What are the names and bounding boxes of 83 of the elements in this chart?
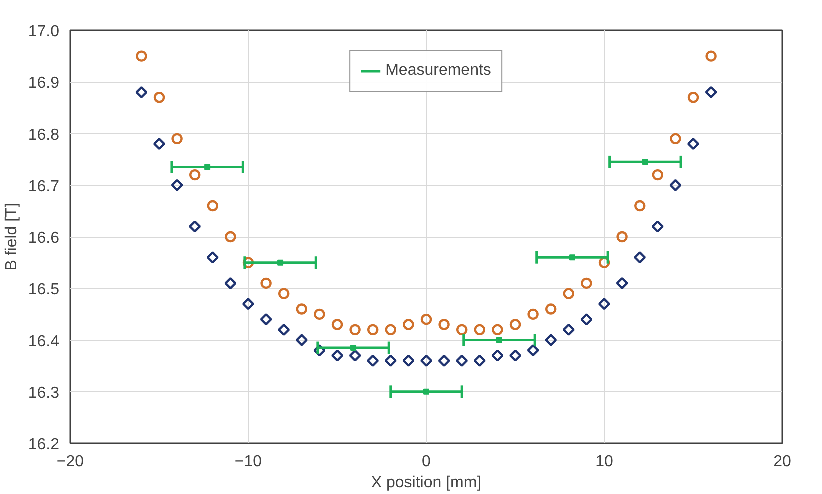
point (598, 298, 611, 310)
point (314, 344, 326, 357)
point (546, 304, 557, 315)
x-axis-title: X position [mm] (371, 474, 482, 492)
point (207, 200, 218, 212)
point (224, 277, 237, 290)
point (153, 138, 166, 150)
point (510, 319, 522, 330)
point (278, 288, 290, 300)
point (474, 354, 486, 367)
point (136, 86, 148, 98)
legend-label: Measurements (386, 62, 492, 80)
point (492, 324, 504, 336)
x-tick-label: 0 (422, 454, 432, 470)
point (278, 324, 290, 336)
point (420, 314, 432, 326)
point (171, 179, 184, 192)
point (296, 304, 308, 315)
point (456, 354, 468, 367)
point (367, 354, 380, 367)
x-tick-label: −10 (234, 454, 262, 470)
point (438, 354, 450, 367)
point (331, 350, 344, 362)
point (350, 324, 361, 336)
point (190, 169, 201, 181)
point (456, 324, 468, 336)
point (368, 324, 379, 336)
y-tick-label: 17.0 (28, 24, 60, 40)
point (402, 354, 415, 367)
point (242, 298, 255, 310)
point (634, 252, 646, 264)
point (349, 350, 362, 362)
y-tick-label: 16.7 (28, 178, 60, 196)
point (598, 257, 610, 268)
point (670, 133, 682, 145)
point (563, 288, 574, 300)
point (492, 350, 504, 362)
point (509, 350, 522, 362)
point (652, 220, 664, 233)
point (687, 138, 700, 150)
point (172, 133, 183, 145)
y-tick-label: 16.5 (28, 282, 60, 299)
point (580, 314, 593, 326)
y-tick-label: 16.2 (28, 436, 60, 454)
point (296, 334, 308, 346)
y-tick-label: 16.4 (28, 333, 60, 350)
point (260, 278, 272, 290)
y-axis-title: B field [T] (3, 203, 20, 271)
y-tick-label: 16.9 (28, 75, 60, 92)
point (260, 314, 272, 326)
point (314, 308, 326, 320)
point (581, 278, 592, 290)
point (242, 257, 254, 268)
y-tick-label: 16.8 (28, 126, 60, 144)
point (670, 179, 682, 192)
point (474, 324, 486, 336)
point (652, 169, 664, 181)
point (332, 319, 344, 330)
point (403, 319, 414, 330)
point (706, 50, 717, 62)
point (616, 277, 628, 290)
point (562, 324, 575, 336)
point (528, 308, 539, 320)
point (545, 334, 558, 346)
point (705, 86, 718, 98)
point (154, 92, 166, 104)
point (384, 354, 397, 367)
x-tick-label: −20 (56, 454, 84, 470)
point (189, 220, 202, 233)
point (634, 200, 646, 212)
x-tick-label: 10 (596, 454, 614, 470)
point (438, 319, 450, 330)
y-tick-label: 16.3 (28, 384, 60, 402)
point (206, 252, 219, 264)
point (688, 92, 700, 104)
y-tick-label: 16.6 (28, 230, 60, 247)
point (420, 354, 433, 367)
point (527, 344, 540, 357)
point (136, 50, 148, 62)
point (616, 231, 628, 243)
point (385, 324, 396, 336)
x-tick-label: 20 (774, 454, 792, 470)
point (225, 231, 236, 243)
